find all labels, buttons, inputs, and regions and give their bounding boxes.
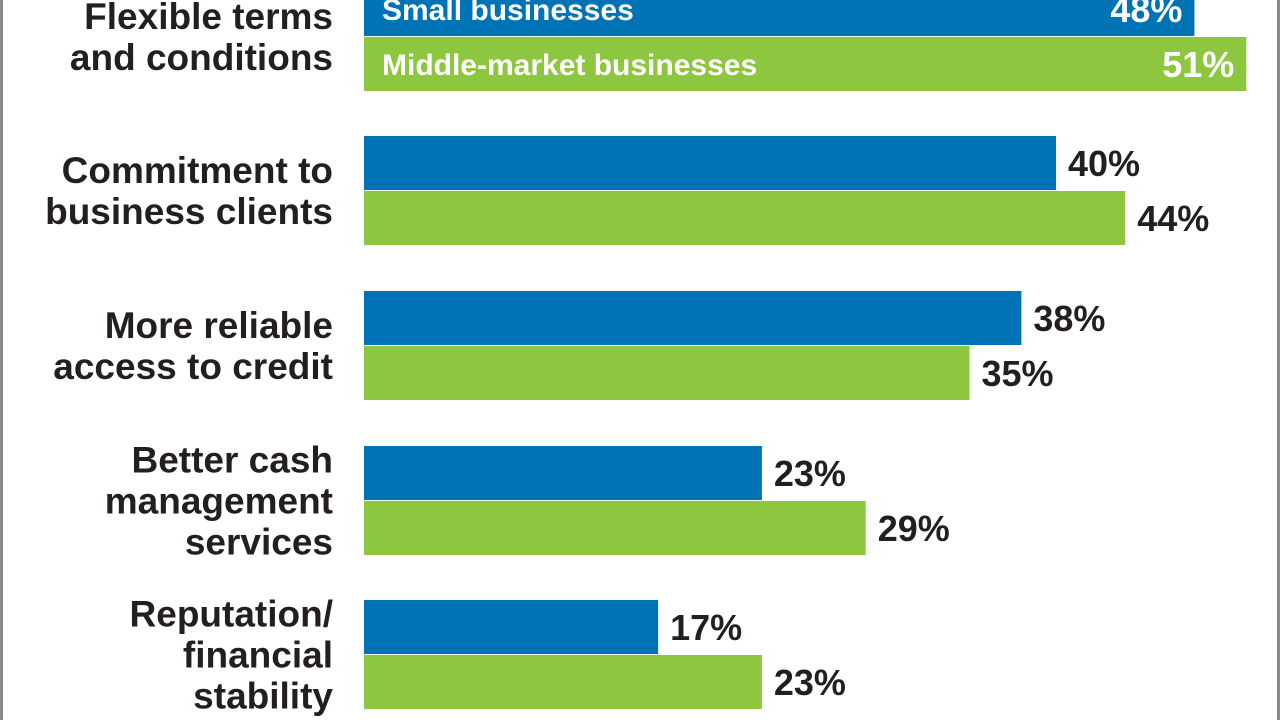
- bar-small-businesses: [364, 136, 1056, 190]
- data-label: 44%: [1137, 198, 1209, 239]
- category-label: stability: [193, 676, 333, 717]
- data-label: 17%: [670, 607, 742, 648]
- series-legend-label: Middle-market businesses: [382, 49, 757, 82]
- category-label: access to credit: [53, 346, 333, 387]
- bar-small-businesses: [364, 446, 762, 500]
- category-label: Flexible terms: [84, 0, 333, 37]
- bar-middle-market-businesses: [364, 655, 762, 709]
- bar-small-businesses: [364, 291, 1022, 345]
- category-label: services: [185, 522, 333, 563]
- data-label: 23%: [774, 453, 846, 494]
- category-label: management: [105, 481, 333, 522]
- data-label: 35%: [982, 353, 1054, 394]
- bar-middle-market-businesses: [364, 37, 1247, 91]
- category-label: Reputation/: [130, 594, 333, 635]
- data-label: 48%: [1110, 0, 1182, 30]
- data-label: 29%: [878, 508, 950, 549]
- data-label: 51%: [1162, 44, 1234, 85]
- bar-middle-market-businesses: [364, 346, 970, 400]
- data-label: 23%: [774, 662, 846, 703]
- category-label: financial: [183, 635, 333, 676]
- category-label: Better cash: [131, 440, 333, 481]
- category-label: More reliable: [105, 305, 333, 346]
- bar-middle-market-businesses: [364, 191, 1126, 245]
- bar-small-businesses: [364, 600, 659, 654]
- category-label: Commitment to: [62, 150, 333, 191]
- data-label: 38%: [1033, 298, 1105, 339]
- category-label: and conditions: [70, 37, 333, 78]
- data-label: 40%: [1068, 143, 1140, 184]
- series-legend-label: Small businesses: [382, 0, 634, 27]
- category-label: business clients: [45, 191, 333, 232]
- bar-middle-market-businesses: [364, 501, 866, 555]
- bar-small-businesses: [364, 0, 1195, 36]
